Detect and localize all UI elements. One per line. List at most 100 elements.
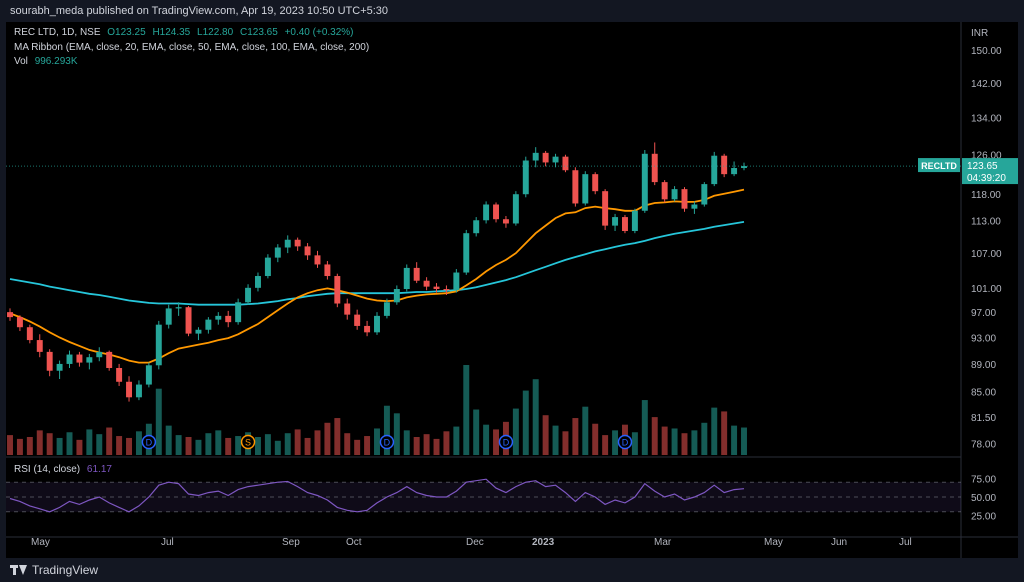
candle <box>621 214 628 234</box>
volume-bar <box>175 435 182 455</box>
candle-body <box>522 160 529 195</box>
rsi-value: 61.17 <box>86 464 112 475</box>
candle-body <box>254 276 261 288</box>
candle <box>36 334 43 358</box>
candle-body <box>651 153 658 183</box>
event-marker-d[interactable] <box>141 434 157 450</box>
candle <box>264 254 271 279</box>
candle <box>612 213 619 232</box>
price-tick-label: 113.00 <box>971 216 1001 227</box>
candle <box>502 216 509 228</box>
volume-bar <box>96 434 103 455</box>
volume-bar <box>701 422 708 455</box>
event-marker-d[interactable] <box>617 434 633 450</box>
tradingview-logo-icon <box>10 565 27 575</box>
candle-body <box>681 189 688 209</box>
candle-body <box>195 329 202 334</box>
volume-bar <box>403 430 410 455</box>
volume-bar <box>185 437 192 455</box>
time-axis-label: Jul <box>899 537 912 548</box>
candle-body <box>26 327 33 341</box>
close-value: C123.65 <box>239 27 278 38</box>
candle <box>26 324 33 344</box>
volume-bar <box>651 417 658 455</box>
volume-bar <box>612 430 619 455</box>
price-tick-label: 126.00 <box>971 151 1002 162</box>
candle-body <box>711 155 718 185</box>
candle-body <box>542 152 549 163</box>
candle-body <box>205 319 212 330</box>
volume-bar <box>284 433 291 455</box>
candle <box>155 320 162 370</box>
candle <box>66 350 73 369</box>
volume-bar <box>354 439 361 455</box>
candle-body <box>453 272 460 291</box>
volume-bar <box>741 427 747 455</box>
candle-body <box>225 315 232 323</box>
event-marker-d[interactable] <box>379 434 395 450</box>
price-tick-label: 93.00 <box>971 333 996 344</box>
volume-bar <box>602 435 609 455</box>
high-value: H124.35 <box>152 27 191 38</box>
candle-body <box>512 194 519 224</box>
candle-body <box>284 239 291 248</box>
candle-body <box>126 381 133 398</box>
candle <box>493 202 500 223</box>
volume-bar <box>36 430 43 455</box>
candle <box>7 308 13 321</box>
volume-bar <box>483 424 490 455</box>
candle-body <box>602 191 609 226</box>
volume-bar <box>542 415 549 455</box>
volume-bar <box>423 434 430 455</box>
candle <box>542 150 549 167</box>
event-marker-s[interactable] <box>240 434 256 450</box>
candle <box>552 153 559 168</box>
volume-bar <box>681 433 688 455</box>
price-tick-label: 142.00 <box>971 79 1002 90</box>
candle <box>135 380 142 401</box>
candle <box>562 154 569 173</box>
chart-canvas[interactable]: D S D D D 150.00 142.00 134.00 126.00 118.00 113.0… <box>6 22 1018 558</box>
price-tag-symbol-box <box>918 158 960 173</box>
candle-body <box>393 289 400 303</box>
volume-bar <box>443 431 450 455</box>
volume-bar <box>562 431 569 455</box>
candle <box>532 147 539 168</box>
candle <box>572 167 579 207</box>
currency-label: INR <box>971 28 988 39</box>
time-axis-label: Jul <box>161 537 174 548</box>
volume-bar <box>264 434 271 455</box>
price-tag-price: 123.65 <box>967 161 998 172</box>
rsi-label: RSI (14, close) <box>14 464 81 475</box>
rsi-tick-label: 25.00 <box>971 512 996 523</box>
candle <box>96 347 103 362</box>
tradingview-logo[interactable]: TradingView <box>10 563 98 577</box>
volume-bar <box>512 408 519 455</box>
time-axis-label: Sep <box>282 537 300 548</box>
event-marker-d[interactable] <box>498 434 514 450</box>
candle-body <box>572 170 579 204</box>
chart-area[interactable]: D S D D D 150.00 142.00 134.00 126.00 118.00 113.0… <box>6 22 1018 558</box>
candle-body <box>383 302 390 316</box>
volume-bar <box>274 440 281 455</box>
time-axis-label: Oct <box>346 537 362 548</box>
volume-bar <box>413 437 420 455</box>
volume-bar <box>463 365 470 455</box>
candle-body <box>36 340 43 352</box>
candle <box>16 315 23 332</box>
volume-bar <box>165 425 172 455</box>
candle <box>344 298 351 320</box>
rsi-line <box>9 478 745 513</box>
volume-bar <box>235 436 242 455</box>
candle <box>691 201 698 214</box>
event-marker-label: D <box>503 438 510 448</box>
candle <box>393 285 400 305</box>
volume-bar <box>721 411 728 455</box>
candle-body <box>701 184 708 205</box>
price-tag-countdown: 04:39:20 <box>967 173 1006 184</box>
volume-bar <box>126 437 133 455</box>
volume-bar <box>205 433 212 455</box>
candle <box>116 363 123 386</box>
candle <box>721 153 728 178</box>
